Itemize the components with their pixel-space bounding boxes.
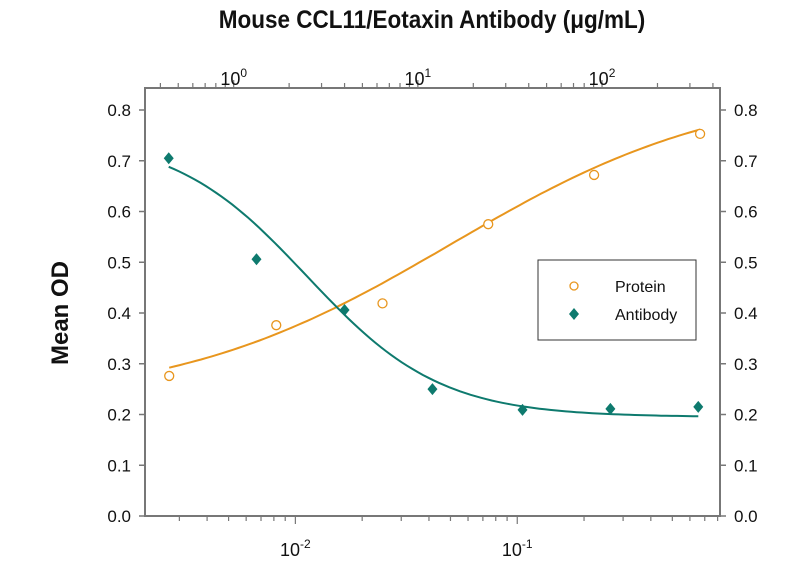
antibody-point bbox=[339, 303, 350, 316]
bottom-tick-label: 10-1 bbox=[502, 537, 533, 560]
y-tick-label-left: 0.5 bbox=[107, 253, 131, 272]
legend-label-protein: Protein bbox=[615, 279, 666, 296]
antibody-point bbox=[605, 402, 616, 415]
y-tick-label-left: 0.8 bbox=[107, 101, 131, 120]
protein-point bbox=[588, 169, 600, 181]
bottom-tick-label: 10-2 bbox=[280, 537, 311, 560]
protein-point bbox=[483, 219, 494, 230]
protein-point bbox=[377, 298, 388, 309]
plot-frame bbox=[144, 87, 721, 517]
chart-title: Mouse CCL11/Eotaxin Antibody (μg/mL) bbox=[219, 6, 645, 34]
antibody-point bbox=[427, 383, 438, 396]
top-tick-label: 102 bbox=[589, 66, 616, 89]
top-tick-label: 100 bbox=[220, 66, 247, 89]
legend-label-antibody: Antibody bbox=[615, 307, 677, 324]
y-tick-label-left: 0.0 bbox=[107, 507, 131, 526]
top-tick-label: 101 bbox=[404, 66, 431, 89]
protein-point bbox=[164, 370, 175, 382]
y-tick-label-right: 0.0 bbox=[734, 507, 758, 526]
y-tick-label-right: 0.3 bbox=[734, 355, 758, 374]
antibody-point bbox=[163, 152, 174, 165]
y-tick-label-right: 0.7 bbox=[734, 152, 758, 171]
y-tick-label-left: 0.7 bbox=[107, 152, 131, 171]
y-tick-label-right: 0.8 bbox=[734, 101, 758, 120]
y-tick-label-right: 0.4 bbox=[734, 304, 758, 323]
protein-point bbox=[271, 320, 282, 331]
y-tick-label-left: 0.1 bbox=[107, 456, 131, 475]
y-tick-label-right: 0.1 bbox=[734, 456, 758, 475]
legend-box bbox=[537, 259, 697, 341]
y-tick-label-left: 0.3 bbox=[107, 355, 131, 374]
y-tick-label-right: 0.6 bbox=[734, 203, 758, 222]
legend-marker-protein bbox=[569, 281, 579, 291]
y-tick-label-right: 0.2 bbox=[734, 406, 758, 425]
protein-fit-curve bbox=[168, 128, 701, 369]
y-tick-label-left: 0.2 bbox=[107, 406, 131, 425]
antibody-point bbox=[693, 400, 704, 413]
legend-marker-antibody bbox=[569, 308, 579, 320]
protein-point bbox=[694, 128, 706, 140]
y-tick-label-left: 0.4 bbox=[107, 304, 131, 323]
antibody-point bbox=[517, 403, 528, 416]
legend: Protein Antibody bbox=[537, 259, 697, 341]
y-tick-label-left: 0.6 bbox=[107, 203, 131, 222]
y-axis-label: Mean OD bbox=[47, 261, 74, 365]
y-tick-label-right: 0.5 bbox=[734, 253, 758, 272]
antibody-point bbox=[251, 253, 262, 266]
